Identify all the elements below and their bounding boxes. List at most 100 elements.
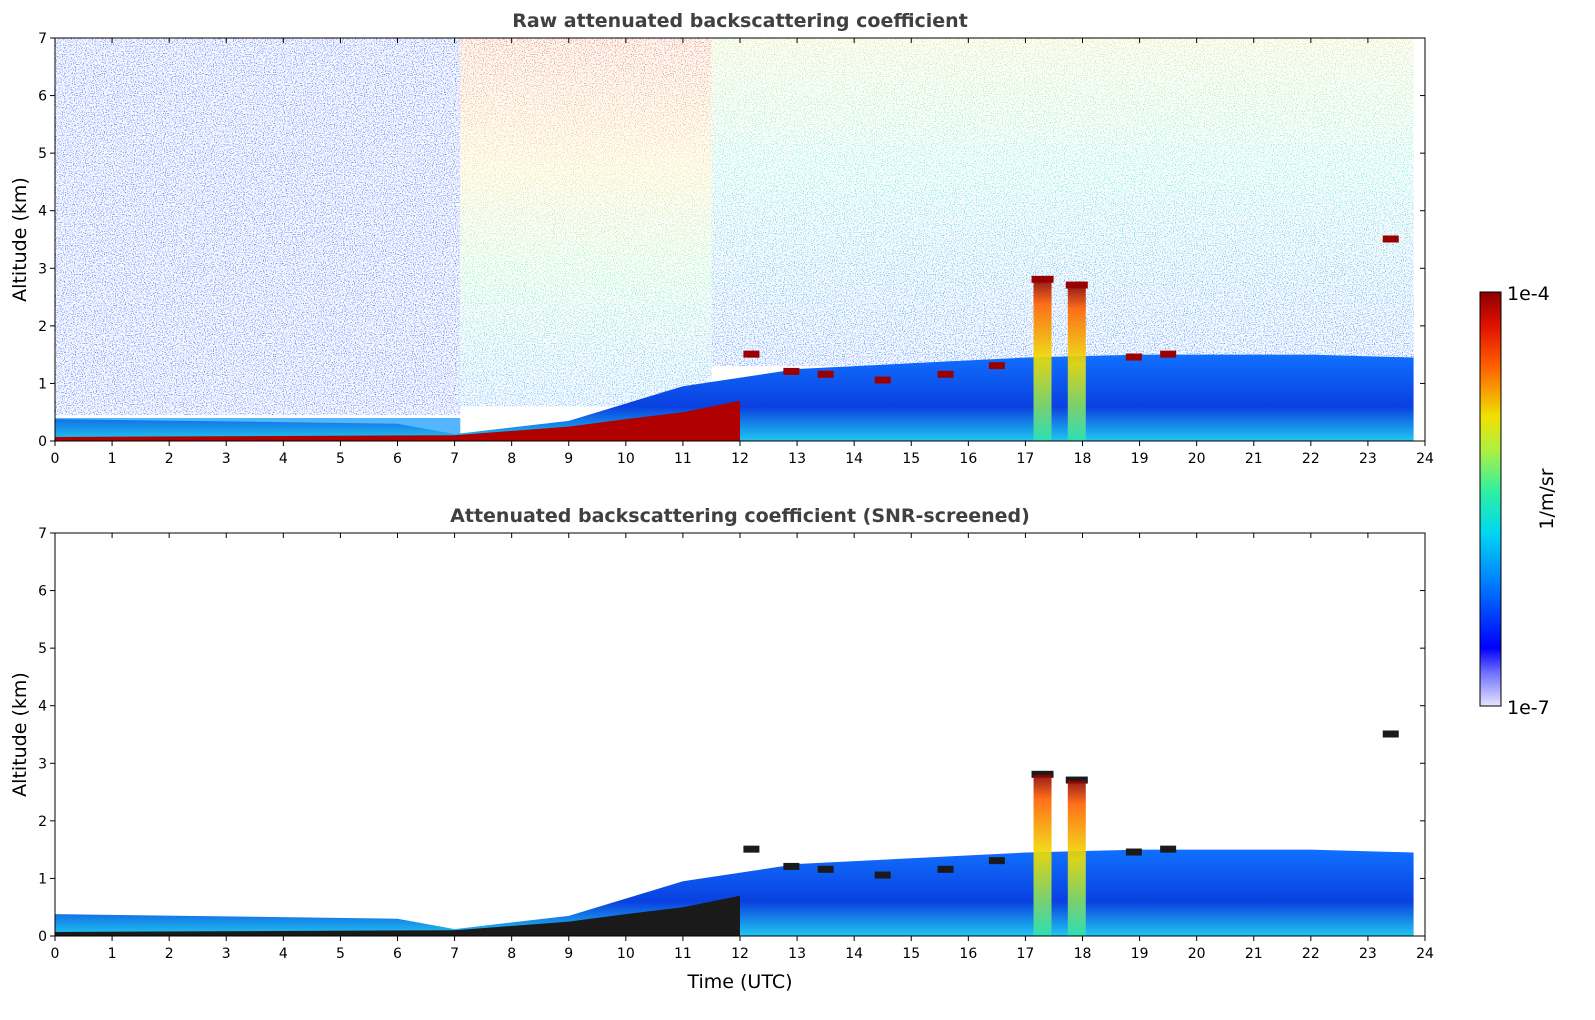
bottom-x-tick-label: 5 [336,946,345,962]
bottom-x-tick-label: 24 [1416,946,1434,962]
bottom-x-tick-label: 1 [108,946,117,962]
bottom-cloud-base [817,865,834,873]
bottom-x-tick-label: 22 [1302,946,1320,962]
top-cloud-base [817,370,834,378]
bottom-y-tick-label: 4 [38,699,47,715]
top-noise-daytime [460,38,712,407]
bottom-x-tick-label: 23 [1359,946,1377,962]
bottom-cloud-base [937,865,954,873]
top-cloud-layer [743,235,1399,441]
bottom-x-tick-label: 9 [564,946,573,962]
top-cloud-base [1125,353,1142,361]
top-x-tick-label: 11 [674,451,692,467]
top-x-tick-label: 23 [1359,451,1377,467]
top-y-tick-label: 4 [38,204,47,220]
top-y-tick-label: 6 [38,89,47,105]
top-x-tick-label: 8 [507,451,516,467]
bottom-y-tick-label: 3 [38,756,47,772]
top-x-tick-label: 10 [617,451,635,467]
top-panel-title: Raw attenuated backscattering coefficien… [512,10,968,32]
bottom-x-tick-label: 10 [617,946,635,962]
top-y-tick-label: 0 [38,434,47,450]
top-x-tick-label: 5 [336,451,345,467]
top-cloud-base [988,362,1005,370]
top-y-tick-label: 3 [38,261,47,277]
bottom-surface-layer [55,895,740,936]
bottom-cloud-base [1125,848,1142,856]
bottom-cloud-base [1031,770,1054,778]
top-x-tick-label: 0 [51,451,60,467]
top-x-tick-label: 15 [902,451,920,467]
bottom-x-tick-label: 0 [51,946,60,962]
bottom-heatmap [55,730,1414,936]
top-cloud-column [1067,285,1086,441]
top-x-tick-label: 17 [1017,451,1035,467]
top-x-tick-label: 9 [564,451,573,467]
top-x-tick-label: 12 [731,451,749,467]
bottom-x-tick-label: 3 [222,946,231,962]
bottom-y-tick-label: 1 [38,871,47,887]
bottom-cloud-base [874,871,891,879]
bottom-x-axis: 0 1 2 3 4 5 6 7 8 9 10 11 12 13 14 15 16 17 18 19 20 21 22 23 24 [51,533,1434,962]
top-cloud-base [874,376,891,384]
bottom-x-tick-label: 8 [507,946,516,962]
top-x-tick-label: 2 [165,451,174,467]
top-x-tick-label: 21 [1245,451,1263,467]
top-cloud-base [1382,235,1399,243]
bottom-y-axis: 0 1 2 3 4 5 6 7 [38,526,1425,945]
top-panel: Raw attenuated backscattering coefficien… [9,10,1434,467]
bottom-x-tick-label: 11 [674,946,692,962]
bottom-cloud-base [1382,730,1399,738]
top-x-axis: 0 1 2 3 4 5 6 7 8 9 10 11 12 13 14 15 16 17 18 19 20 21 22 23 24 [51,38,1434,467]
top-cloud-base [937,370,954,378]
bottom-cloud-column [1067,780,1086,936]
bottom-x-tick-label: 15 [902,946,920,962]
bottom-x-tick-label: 16 [959,946,977,962]
bottom-panel: Attenuated backscattering coefficient (S… [9,505,1434,993]
top-cloud-base [783,367,800,375]
top-y-axis-label: Altitude (km) [9,177,31,302]
top-x-tick-label: 7 [450,451,459,467]
top-cloud-base [743,350,760,358]
bottom-y-tick-label: 5 [38,641,47,657]
bottom-x-tick-label: 14 [845,946,863,962]
bottom-cloud-base [1160,845,1177,853]
top-x-tick-label: 1 [108,451,117,467]
bottom-y-tick-label: 7 [38,526,47,542]
top-x-tick-label: 22 [1302,451,1320,467]
bottom-y-axis-label: Altitude (km) [9,672,31,797]
top-x-tick-label: 18 [1074,451,1092,467]
bottom-y-tick-label: 0 [38,929,47,945]
top-surface-layer [55,400,740,441]
bottom-x-tick-label: 19 [1131,946,1149,962]
bottom-x-tick-label: 7 [450,946,459,962]
bottom-x-tick-label: 12 [731,946,749,962]
top-cloud-base [1160,350,1177,358]
top-cloud-column [1033,279,1052,441]
top-noise-afternoon [711,38,1414,367]
bottom-cloud-layer [743,730,1399,936]
bottom-x-tick-label: 18 [1074,946,1092,962]
top-y-axis: 0 1 2 3 4 5 6 7 [38,31,1425,450]
bottom-x-tick-label: 4 [279,946,288,962]
top-cloud-base [1031,275,1054,283]
bottom-x-tick-label: 17 [1017,946,1035,962]
bottom-cloud-base [743,845,760,853]
top-x-tick-label: 16 [959,451,977,467]
top-x-tick-label: 14 [845,451,863,467]
top-noise-night [55,38,461,416]
top-y-tick-label: 2 [38,319,47,335]
top-x-tick-label: 3 [222,451,231,467]
bottom-panel-title: Attenuated backscattering coefficient (S… [450,505,1030,527]
bottom-x-tick-label: 21 [1245,946,1263,962]
top-heatmap [55,38,1425,441]
top-y-tick-label: 7 [38,31,47,47]
bottom-x-tick-label: 13 [788,946,806,962]
top-x-tick-label: 24 [1416,451,1434,467]
colorbar-unit-label: 1/m/sr [1536,468,1558,529]
bottom-x-tick-label: 20 [1188,946,1206,962]
top-cloud-base [1065,281,1088,289]
bottom-y-tick-label: 2 [38,814,47,830]
bottom-cloud-base [1065,776,1088,784]
